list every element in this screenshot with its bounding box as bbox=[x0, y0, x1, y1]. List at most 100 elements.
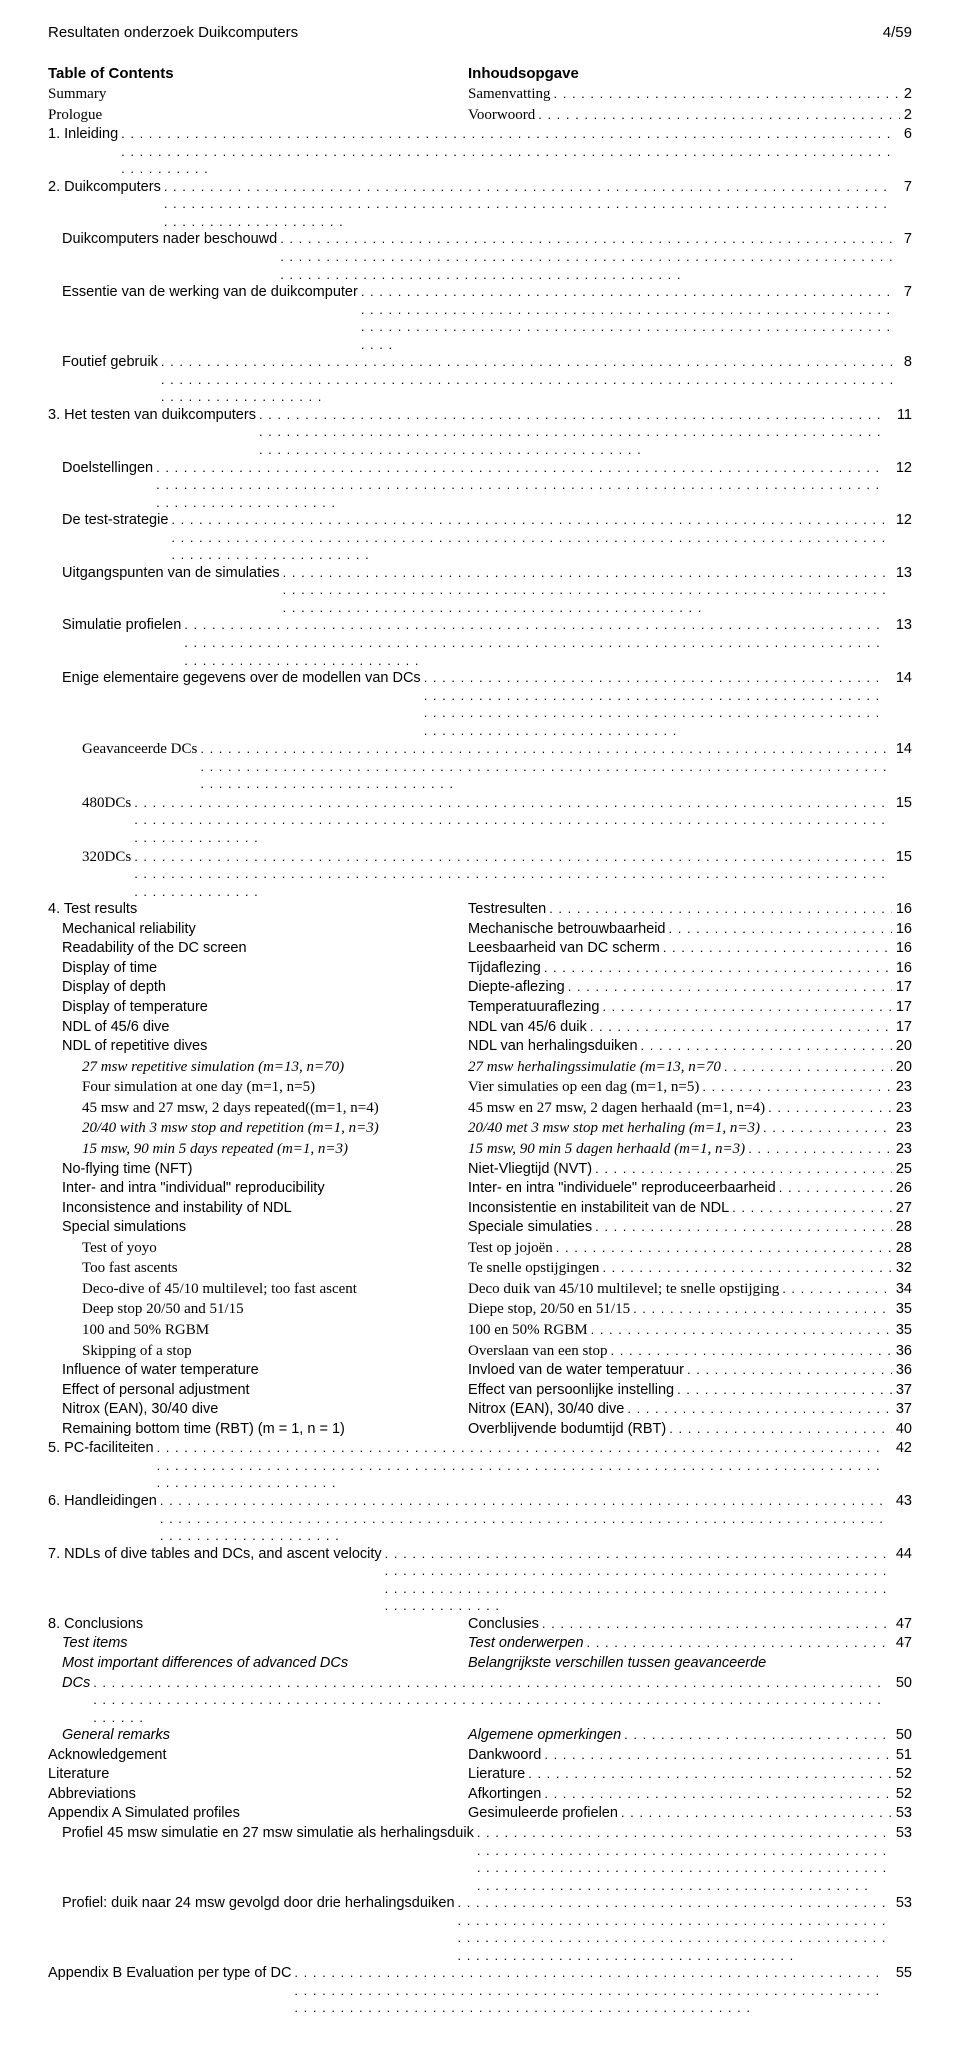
toc-page-number: 15 bbox=[892, 794, 912, 814]
toc-row: Readability of the DC screenLeesbaarheid… bbox=[48, 939, 912, 959]
toc-right-wrap: Dankwoord. . . . . . . . . . . . . . . .… bbox=[468, 1746, 912, 1766]
toc-row: Display of timeTijdaflezing. . . . . . .… bbox=[48, 959, 912, 979]
toc-page-number: 47 bbox=[892, 1634, 912, 1654]
toc-left-label: Readability of the DC screen bbox=[48, 939, 468, 959]
toc-page-number: 16 bbox=[892, 920, 912, 940]
toc-left-label: Deco-dive of 45/10 multilevel; too fast … bbox=[48, 1279, 468, 1299]
toc-left-label: Display of depth bbox=[48, 978, 468, 998]
toc-right-wrap: Diepe stop, 20/50 en 51/15. . . . . . . … bbox=[468, 1299, 912, 1320]
toc-page-number: 43 bbox=[892, 1492, 912, 1512]
toc-row: 4. Test resultsTestresulten. . . . . . .… bbox=[48, 900, 912, 920]
toc-page-number: 40 bbox=[892, 1420, 912, 1440]
toc-row: Doelstellingen. . . . . . . . . . . . . … bbox=[48, 459, 912, 512]
toc-page-number: 12 bbox=[892, 459, 912, 479]
toc-row: Duikcomputers nader beschouwd. . . . . .… bbox=[48, 230, 912, 283]
toc-full-label: De test-strategie bbox=[48, 511, 168, 531]
toc-full-label: Uitgangspunten van de simulaties bbox=[48, 564, 280, 584]
toc-left-label: 20/40 with 3 msw stop and repetition (m=… bbox=[48, 1118, 468, 1138]
toc-page-number: 14 bbox=[892, 740, 912, 760]
toc-right-label: Belangrijkste verschillen tussen geavanc… bbox=[468, 1654, 766, 1674]
toc-leader: . . . . . . . . . . . . . . . . . . . . … bbox=[131, 794, 892, 847]
toc-leader: . . . . . . . . . . . . . . . . . . . . … bbox=[553, 1239, 892, 1257]
toc-page-number: 35 bbox=[892, 1321, 912, 1341]
toc-leader: . . . . . . . . . . . . . . . . . . . . … bbox=[161, 178, 900, 231]
toc-row: Foutief gebruik. . . . . . . . . . . . .… bbox=[48, 353, 912, 406]
toc-leader: . . . . . . . . . . . . . . . . . . . . … bbox=[291, 1964, 891, 2017]
toc-row: 15 msw, 90 min 5 days repeated (m=1, n=3… bbox=[48, 1139, 912, 1160]
toc-page-number: 13 bbox=[892, 564, 912, 584]
toc-right-label: Conclusies bbox=[468, 1615, 539, 1635]
toc-leader: . . . . . . . . . . . . . . . . . . . . … bbox=[684, 1361, 892, 1379]
toc-leader: . . . . . . . . . . . . . . . . . . . . … bbox=[779, 1280, 892, 1298]
toc-leader: . . . . . . . . . . . . . . . . . . . . … bbox=[90, 1674, 892, 1727]
toc-right-wrap: Effect van persoonlijke instelling. . . … bbox=[468, 1381, 912, 1401]
toc-leader: . . . . . . . . . . . . . . . . . . . . … bbox=[660, 939, 892, 957]
toc-right-wrap: Overblijvende bodumtijd (RBT). . . . . .… bbox=[468, 1420, 912, 1440]
toc-right-label: 15 msw, 90 min 5 dagen herhaald (m=1, n=… bbox=[468, 1139, 745, 1159]
toc-full-label: 3. Het testen van duikcomputers bbox=[48, 406, 256, 426]
toc-left-label: Prologue bbox=[48, 105, 468, 125]
toc-right-label: NDL van 45/6 duik bbox=[468, 1018, 587, 1038]
toc-page-number: 44 bbox=[892, 1545, 912, 1565]
toc-right-label: Test op jojoën bbox=[468, 1238, 553, 1258]
toc-left-label: 15 msw, 90 min 5 days repeated (m=1, n=3… bbox=[48, 1139, 468, 1159]
toc-left-label: General remarks bbox=[48, 1726, 468, 1746]
toc-row: 6. Handleidingen. . . . . . . . . . . . … bbox=[48, 1492, 912, 1545]
toc-full-label: DCs bbox=[48, 1674, 90, 1694]
toc-page-number: 2 bbox=[900, 85, 912, 105]
toc-page-number: 16 bbox=[892, 959, 912, 979]
toc-full-label: Essentie van de werking van de duikcompu… bbox=[48, 283, 358, 303]
toc-full-label: Enige elementaire gegevens over de model… bbox=[48, 669, 421, 689]
toc-page-number: 12 bbox=[892, 511, 912, 531]
toc-leader: . . . . . . . . . . . . . . . . . . . . … bbox=[277, 230, 900, 283]
toc-full-label: 480DCs bbox=[48, 793, 131, 813]
toc-leader: . . . . . . . . . . . . . . . . . . . . … bbox=[474, 1824, 892, 1894]
toc-leader: . . . . . . . . . . . . . . . . . . . . … bbox=[131, 848, 892, 901]
toc-page-number: 25 bbox=[892, 1160, 912, 1180]
toc-right-wrap: Niet-Vliegtijd (NVT). . . . . . . . . . … bbox=[468, 1160, 912, 1180]
toc-leader: . . . . . . . . . . . . . . . . . . . . … bbox=[118, 125, 900, 178]
toc-page-number: 7 bbox=[900, 230, 912, 250]
toc-row: PrologueVoorwoord. . . . . . . . . . . .… bbox=[48, 105, 912, 126]
toc-leader: . . . . . . . . . . . . . . . . . . . . … bbox=[565, 978, 892, 996]
toc-leader: . . . . . . . . . . . . . . . . . . . . … bbox=[535, 106, 900, 124]
toc-full-label: 1. Inleiding bbox=[48, 125, 118, 145]
toc-left-label: Effect of personal adjustment bbox=[48, 1381, 468, 1401]
toc-right-label: Vier simulaties op een dag (m=1, n=5) bbox=[468, 1077, 699, 1097]
toc-row: Special simulationsSpeciale simulaties. … bbox=[48, 1218, 912, 1238]
toc-right-label: Diepte-aflezing bbox=[468, 978, 565, 998]
toc-right-wrap: Gesimuleerde profielen. . . . . . . . . … bbox=[468, 1804, 912, 1824]
toc-row: AcknowledgementDankwoord. . . . . . . . … bbox=[48, 1746, 912, 1766]
toc-right-label: Speciale simulaties bbox=[468, 1218, 592, 1238]
toc-row: Geavanceerde DCs. . . . . . . . . . . . … bbox=[48, 739, 912, 793]
toc-leader: . . . . . . . . . . . . . . . . . . . . … bbox=[541, 1785, 892, 1803]
toc-left-label: Display of time bbox=[48, 959, 468, 979]
toc-leader: . . . . . . . . . . . . . . . . . . . . … bbox=[638, 1037, 892, 1055]
toc-leader: . . . . . . . . . . . . . . . . . . . . … bbox=[584, 1634, 892, 1652]
toc-full-label: 2. Duikcomputers bbox=[48, 178, 161, 198]
toc-right-label: Invloed van de water temperatuur bbox=[468, 1361, 684, 1381]
toc-row: Inter- and intra "individual" reproducib… bbox=[48, 1179, 912, 1199]
toc-leader: . . . . . . . . . . . . . . . . . . . . … bbox=[592, 1160, 892, 1178]
toc-left-label: Abbreviations bbox=[48, 1785, 468, 1805]
toc-page-number: 51 bbox=[892, 1746, 912, 1766]
toc-row: Essentie van de werking van de duikcompu… bbox=[48, 283, 912, 353]
toc-right-wrap: Diepte-aflezing. . . . . . . . . . . . .… bbox=[468, 978, 912, 998]
toc-right-label: Gesimuleerde profielen bbox=[468, 1804, 618, 1824]
toc-leader: . . . . . . . . . . . . . . . . . . . . … bbox=[760, 1119, 892, 1137]
toc-right-label: Test onderwerpen bbox=[468, 1634, 584, 1654]
toc-left-label: Nitrox (EAN), 30/40 dive bbox=[48, 1400, 468, 1420]
toc-right-wrap: Te snelle opstijgingen. . . . . . . . . … bbox=[468, 1258, 912, 1279]
toc-right-wrap: Test onderwerpen. . . . . . . . . . . . … bbox=[468, 1634, 912, 1654]
toc-row: 2. Duikcomputers. . . . . . . . . . . . … bbox=[48, 178, 912, 231]
toc-body: SummarySamenvatting. . . . . . . . . . .… bbox=[48, 84, 912, 2017]
toc-right-wrap: 20/40 met 3 msw stop met herhaling (m=1,… bbox=[468, 1118, 912, 1139]
toc-page-number: 52 bbox=[892, 1785, 912, 1805]
toc-page-number: 36 bbox=[892, 1361, 912, 1381]
toc-row: Skipping of a stopOverslaan van een stop… bbox=[48, 1341, 912, 1362]
header-right: 4/59 bbox=[883, 24, 912, 41]
toc-left-label: Acknowledgement bbox=[48, 1746, 468, 1766]
toc-leader: . . . . . . . . . . . . . . . . . . . . … bbox=[621, 1726, 892, 1744]
toc-row: Profiel: duik naar 24 msw gevolgd door d… bbox=[48, 1894, 912, 1964]
toc-right-wrap: Samenvatting. . . . . . . . . . . . . . … bbox=[468, 84, 912, 105]
